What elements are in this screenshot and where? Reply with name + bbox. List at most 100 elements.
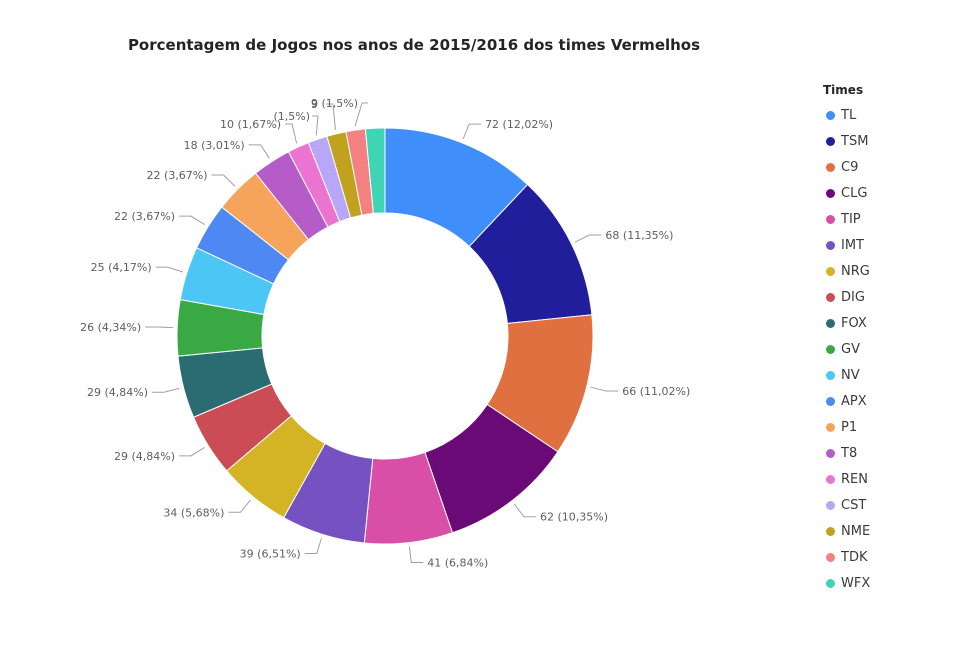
legend-item-label: APX bbox=[841, 393, 867, 409]
legend-item-nv[interactable]: NV bbox=[823, 362, 963, 388]
legend-item-label: DIG bbox=[841, 289, 865, 305]
legend-dot-icon bbox=[826, 500, 835, 510]
slice-wfx[interactable] bbox=[364, 127, 386, 215]
leader-nv bbox=[155, 266, 184, 273]
legend-item-label: TDK bbox=[841, 549, 868, 565]
legend-item-cst[interactable]: CST bbox=[823, 492, 963, 518]
legend-item-apx[interactable]: APX bbox=[823, 388, 963, 414]
legend-item-clg[interactable]: CLG bbox=[823, 180, 963, 206]
legend-item-label: T8 bbox=[841, 445, 858, 461]
legend-item-label: TIP bbox=[841, 211, 861, 227]
leader-gv bbox=[145, 326, 174, 329]
leader-t8 bbox=[248, 144, 270, 159]
legend-dot-icon bbox=[826, 370, 835, 380]
legend-item-label: REN bbox=[841, 471, 868, 487]
data-label-ren: 10 (1,67%) bbox=[220, 118, 281, 131]
data-label-clg: 62 (10,35%) bbox=[540, 511, 608, 524]
donut-chart: 72 (12,02%) 68 (11,35%) 66 (11,02%) 62 (10,… bbox=[80, 97, 690, 569]
legend-dot-icon bbox=[826, 136, 835, 146]
legend-dot-icon bbox=[826, 292, 835, 302]
leader-tdk bbox=[354, 102, 368, 127]
legend-item-label: WFX bbox=[841, 575, 871, 591]
chart-title: Porcentagem de Jogos nos anos de 2015/20… bbox=[127, 36, 701, 54]
leader-clg bbox=[513, 503, 536, 518]
legend-dot-icon bbox=[826, 422, 835, 432]
legend-item-label: NME bbox=[841, 523, 871, 539]
legend-item-label: FOX bbox=[841, 315, 867, 331]
data-label-dig: 29 (4,84%) bbox=[114, 450, 175, 463]
legend-item-label: TL bbox=[841, 107, 857, 123]
data-label-tsm: 68 (11,35%) bbox=[605, 229, 673, 242]
legend-title: Times bbox=[823, 83, 864, 97]
data-label-tl: 72 (12,02%) bbox=[485, 118, 553, 131]
legend-item-tl[interactable]: TL bbox=[823, 102, 963, 128]
legend-items: TL TSM C9 CLG TIP IMT NRG DIG FOX GV NV APX P1 T8 REN C… bbox=[823, 102, 963, 596]
legend-item-label: NRG bbox=[841, 263, 870, 279]
legend-item-gv[interactable]: GV bbox=[823, 336, 963, 362]
leader-ren bbox=[285, 123, 298, 144]
leader-nme bbox=[326, 103, 336, 130]
legend-dot-icon bbox=[826, 266, 835, 276]
data-label-apx: 22 (3,67%) bbox=[114, 210, 175, 223]
legend-dot-icon bbox=[826, 344, 835, 354]
legend-dot-icon bbox=[826, 448, 835, 458]
legend-dot-icon bbox=[826, 474, 835, 484]
legend-item-ren[interactable]: REN bbox=[823, 466, 963, 492]
data-label-gv: 26 (4,34%) bbox=[80, 321, 141, 334]
label-leaders bbox=[145, 102, 619, 563]
legend-dot-icon bbox=[826, 578, 835, 588]
data-label-nv: 25 (4,17%) bbox=[91, 261, 152, 274]
leader-p1 bbox=[211, 174, 236, 187]
legend-item-wfx[interactable]: WFX bbox=[823, 570, 963, 596]
legend-dot-icon bbox=[826, 526, 835, 536]
leader-tsm bbox=[574, 234, 602, 243]
legend-dot-icon bbox=[826, 318, 835, 328]
data-label-nme: 9 bbox=[311, 98, 318, 111]
legend-item-label: CST bbox=[841, 497, 867, 513]
data-label-nrg: 34 (5,68%) bbox=[163, 506, 224, 519]
legend-dot-icon bbox=[826, 552, 835, 562]
legend-dot-icon bbox=[826, 188, 835, 198]
leader-dig bbox=[179, 446, 205, 457]
legend-item-p1[interactable]: P1 bbox=[823, 414, 963, 440]
data-label-tip: 41 (6,84%) bbox=[427, 556, 488, 569]
data-label-cst: (1,5%) bbox=[273, 110, 310, 123]
legend-item-imt[interactable]: IMT bbox=[823, 232, 963, 258]
legend-dot-icon bbox=[826, 110, 835, 120]
legend-dot-icon bbox=[826, 214, 835, 224]
data-label-p1: 22 (3,67%) bbox=[147, 169, 208, 182]
legend-item-tsm[interactable]: TSM bbox=[823, 128, 963, 154]
donut-slices bbox=[176, 127, 594, 545]
legend-item-label: IMT bbox=[841, 237, 864, 253]
legend-item-dig[interactable]: DIG bbox=[823, 284, 963, 310]
legend-item-tdk[interactable]: TDK bbox=[823, 544, 963, 570]
leader-fox bbox=[152, 387, 180, 393]
leader-tip bbox=[408, 546, 424, 563]
legend: Times TL TSM C9 CLG TIP IMT NRG DIG FOX GV NV APX P1… bbox=[823, 82, 963, 596]
legend-dot-icon bbox=[826, 240, 835, 250]
legend-item-label: P1 bbox=[841, 419, 858, 435]
legend-item-label: CLG bbox=[841, 185, 868, 201]
data-label-t8: 18 (3,01%) bbox=[184, 139, 245, 152]
legend-item-c9[interactable]: C9 bbox=[823, 154, 963, 180]
legend-item-label: TSM bbox=[841, 133, 869, 149]
legend-dot-icon bbox=[826, 396, 835, 406]
leader-imt bbox=[304, 538, 322, 555]
legend-item-nrg[interactable]: NRG bbox=[823, 258, 963, 284]
data-label-tdk: 9 (1,5%) bbox=[311, 97, 358, 110]
data-label-imt: 39 (6,51%) bbox=[240, 548, 301, 561]
leader-apx bbox=[179, 215, 205, 226]
leader-tl bbox=[462, 123, 482, 140]
leader-nrg bbox=[228, 499, 251, 513]
data-label-fox: 29 (4,84%) bbox=[87, 386, 148, 399]
data-labels: 72 (12,02%) 68 (11,35%) 66 (11,02%) 62 (10,… bbox=[80, 97, 690, 569]
legend-item-label: C9 bbox=[841, 159, 859, 175]
legend-item-tip[interactable]: TIP bbox=[823, 206, 963, 232]
legend-item-t8[interactable]: T8 bbox=[823, 440, 963, 466]
legend-dot-icon bbox=[826, 162, 835, 172]
data-label-c9: 66 (11,02%) bbox=[622, 385, 690, 398]
legend-item-fox[interactable]: FOX bbox=[823, 310, 963, 336]
leader-cst bbox=[312, 115, 319, 136]
legend-item-nme[interactable]: NME bbox=[823, 518, 963, 544]
leader-c9 bbox=[590, 386, 619, 392]
